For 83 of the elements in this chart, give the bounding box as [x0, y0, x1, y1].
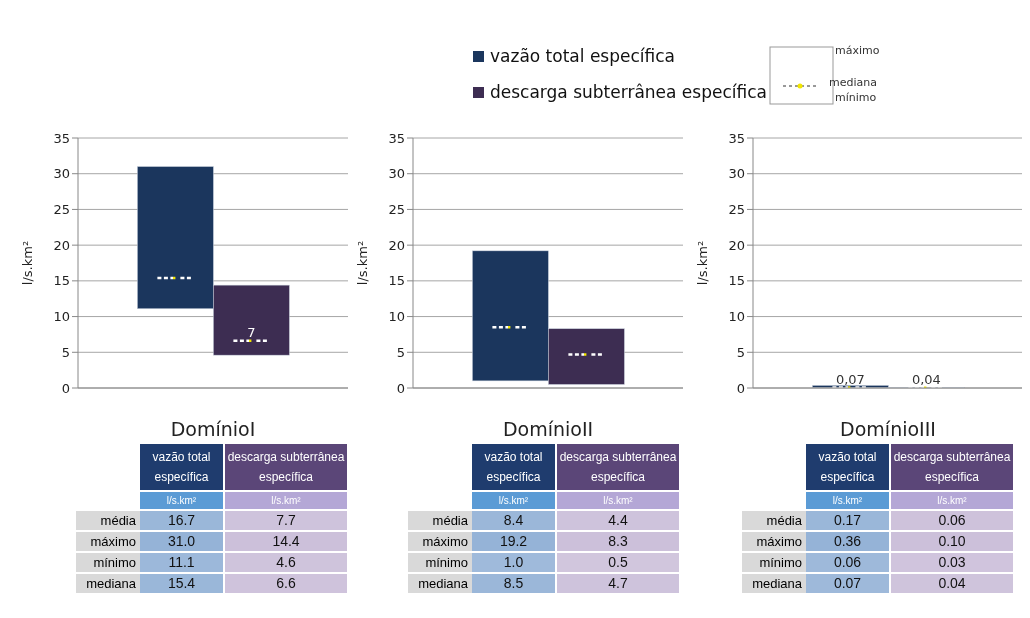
- y-tick-label: 0: [396, 380, 405, 396]
- data-label: 4.4: [608, 512, 628, 528]
- text: 7: [247, 324, 256, 340]
- text: mediana: [829, 76, 877, 89]
- data-label: 1.0: [503, 554, 524, 570]
- data-label: 4.7: [608, 575, 628, 591]
- x-tick-label: descarga subterrânea específica: [891, 444, 1013, 490]
- text: máximo: [835, 44, 880, 57]
- data-label: 0.03: [938, 554, 966, 570]
- y-axis-title: l/s.km²: [19, 240, 35, 286]
- data-label: 4.6: [276, 554, 296, 570]
- x-axis-title: DomínioII: [502, 418, 594, 440]
- legend-label: vazão total específica: [490, 46, 676, 66]
- y-tick-label: 15: [53, 273, 70, 289]
- y-tick-label: 25: [388, 202, 405, 218]
- y-tick-label: 30: [728, 166, 745, 182]
- data-label: 19.2: [499, 533, 528, 549]
- data-label: 16.7: [167, 512, 196, 528]
- y-tick-label: 25: [53, 202, 70, 218]
- y-tick-label: máximo: [742, 532, 806, 551]
- data-label: 8.4: [503, 512, 524, 528]
- y-tick-label: 30: [53, 166, 70, 182]
- text: 0,07: [835, 371, 865, 387]
- x-tick-label: vazão total específica: [806, 444, 889, 490]
- y-tick-label: 5: [61, 344, 70, 360]
- y-tick-label: 5: [396, 344, 405, 360]
- data-label: 0.04: [938, 575, 966, 591]
- data-label: 11.1: [168, 554, 195, 570]
- text: 0,04: [911, 371, 941, 387]
- y-tick-label: 35: [728, 130, 745, 146]
- legend-label: descarga subterrânea específica: [490, 82, 767, 102]
- data-label: 8.3: [608, 533, 628, 549]
- y-tick-label: 30: [388, 166, 405, 182]
- text: mínimo: [835, 91, 877, 104]
- y-tick-label: 5: [736, 344, 745, 360]
- x-axis-title: DomínioI: [170, 418, 256, 440]
- data-label: 0.17: [833, 512, 862, 528]
- y-tick-label: média: [742, 511, 806, 530]
- data-label: 31.0: [167, 533, 196, 549]
- y-tick-label: 10: [388, 309, 405, 325]
- data-label: 0.06: [938, 512, 966, 528]
- data-label: 14.4: [272, 533, 300, 549]
- y-tick-label: 20: [53, 237, 70, 253]
- y-tick-label: 0: [736, 380, 745, 396]
- y-tick-label: 10: [53, 309, 70, 325]
- y-axis-title: l/s.km²: [354, 240, 370, 286]
- data-label: 0.5: [608, 554, 628, 570]
- x-axis-title: DomínioIII: [840, 418, 936, 440]
- y-tick-label: mínimo: [76, 553, 140, 572]
- y-tick-label: 20: [388, 237, 405, 253]
- y-tick-label: mediana: [76, 574, 140, 593]
- x-tick-label: descarga subterrânea específica: [557, 444, 679, 490]
- data-label: 0.07: [833, 575, 862, 591]
- y-tick-label: 35: [53, 130, 70, 146]
- x-tick-label: vazão total específica: [140, 444, 223, 490]
- y-tick-label: 10: [728, 309, 745, 325]
- y-tick-label: mínimo: [408, 553, 472, 572]
- y-tick-label: 15: [388, 273, 405, 289]
- x-tick-label: vazão total específica: [472, 444, 555, 490]
- data-label: 7.7: [276, 512, 296, 528]
- y-tick-label: máximo: [408, 532, 472, 551]
- data-label: 0.10: [938, 533, 966, 549]
- y-tick-label: média: [76, 511, 140, 530]
- y-tick-label: 0: [61, 380, 70, 396]
- y-tick-label: 25: [728, 202, 745, 218]
- y-tick-label: 20: [728, 237, 745, 253]
- y-tick-label: mínimo: [742, 553, 806, 572]
- data-label: 0.36: [833, 533, 862, 549]
- data-label: 0.06: [833, 554, 862, 570]
- unit-header: l/s.km² l/s.km²: [140, 492, 347, 509]
- unit-header: l/s.km² l/s.km²: [472, 492, 679, 509]
- y-tick-label: média: [408, 511, 472, 530]
- y-tick-label: mediana: [408, 574, 472, 593]
- data-label: 15.4: [167, 575, 196, 591]
- y-axis-title: l/s.km²: [694, 240, 710, 286]
- unit-header: l/s.km² l/s.km²: [806, 492, 1013, 509]
- x-tick-label: descarga subterrânea específica: [225, 444, 347, 490]
- y-tick-label: mediana: [742, 574, 806, 593]
- y-tick-label: 15: [728, 273, 745, 289]
- y-tick-label: máximo: [76, 532, 140, 551]
- data-label: 6.6: [276, 575, 296, 591]
- y-tick-label: 35: [388, 130, 405, 146]
- data-label: 8.5: [503, 575, 524, 591]
